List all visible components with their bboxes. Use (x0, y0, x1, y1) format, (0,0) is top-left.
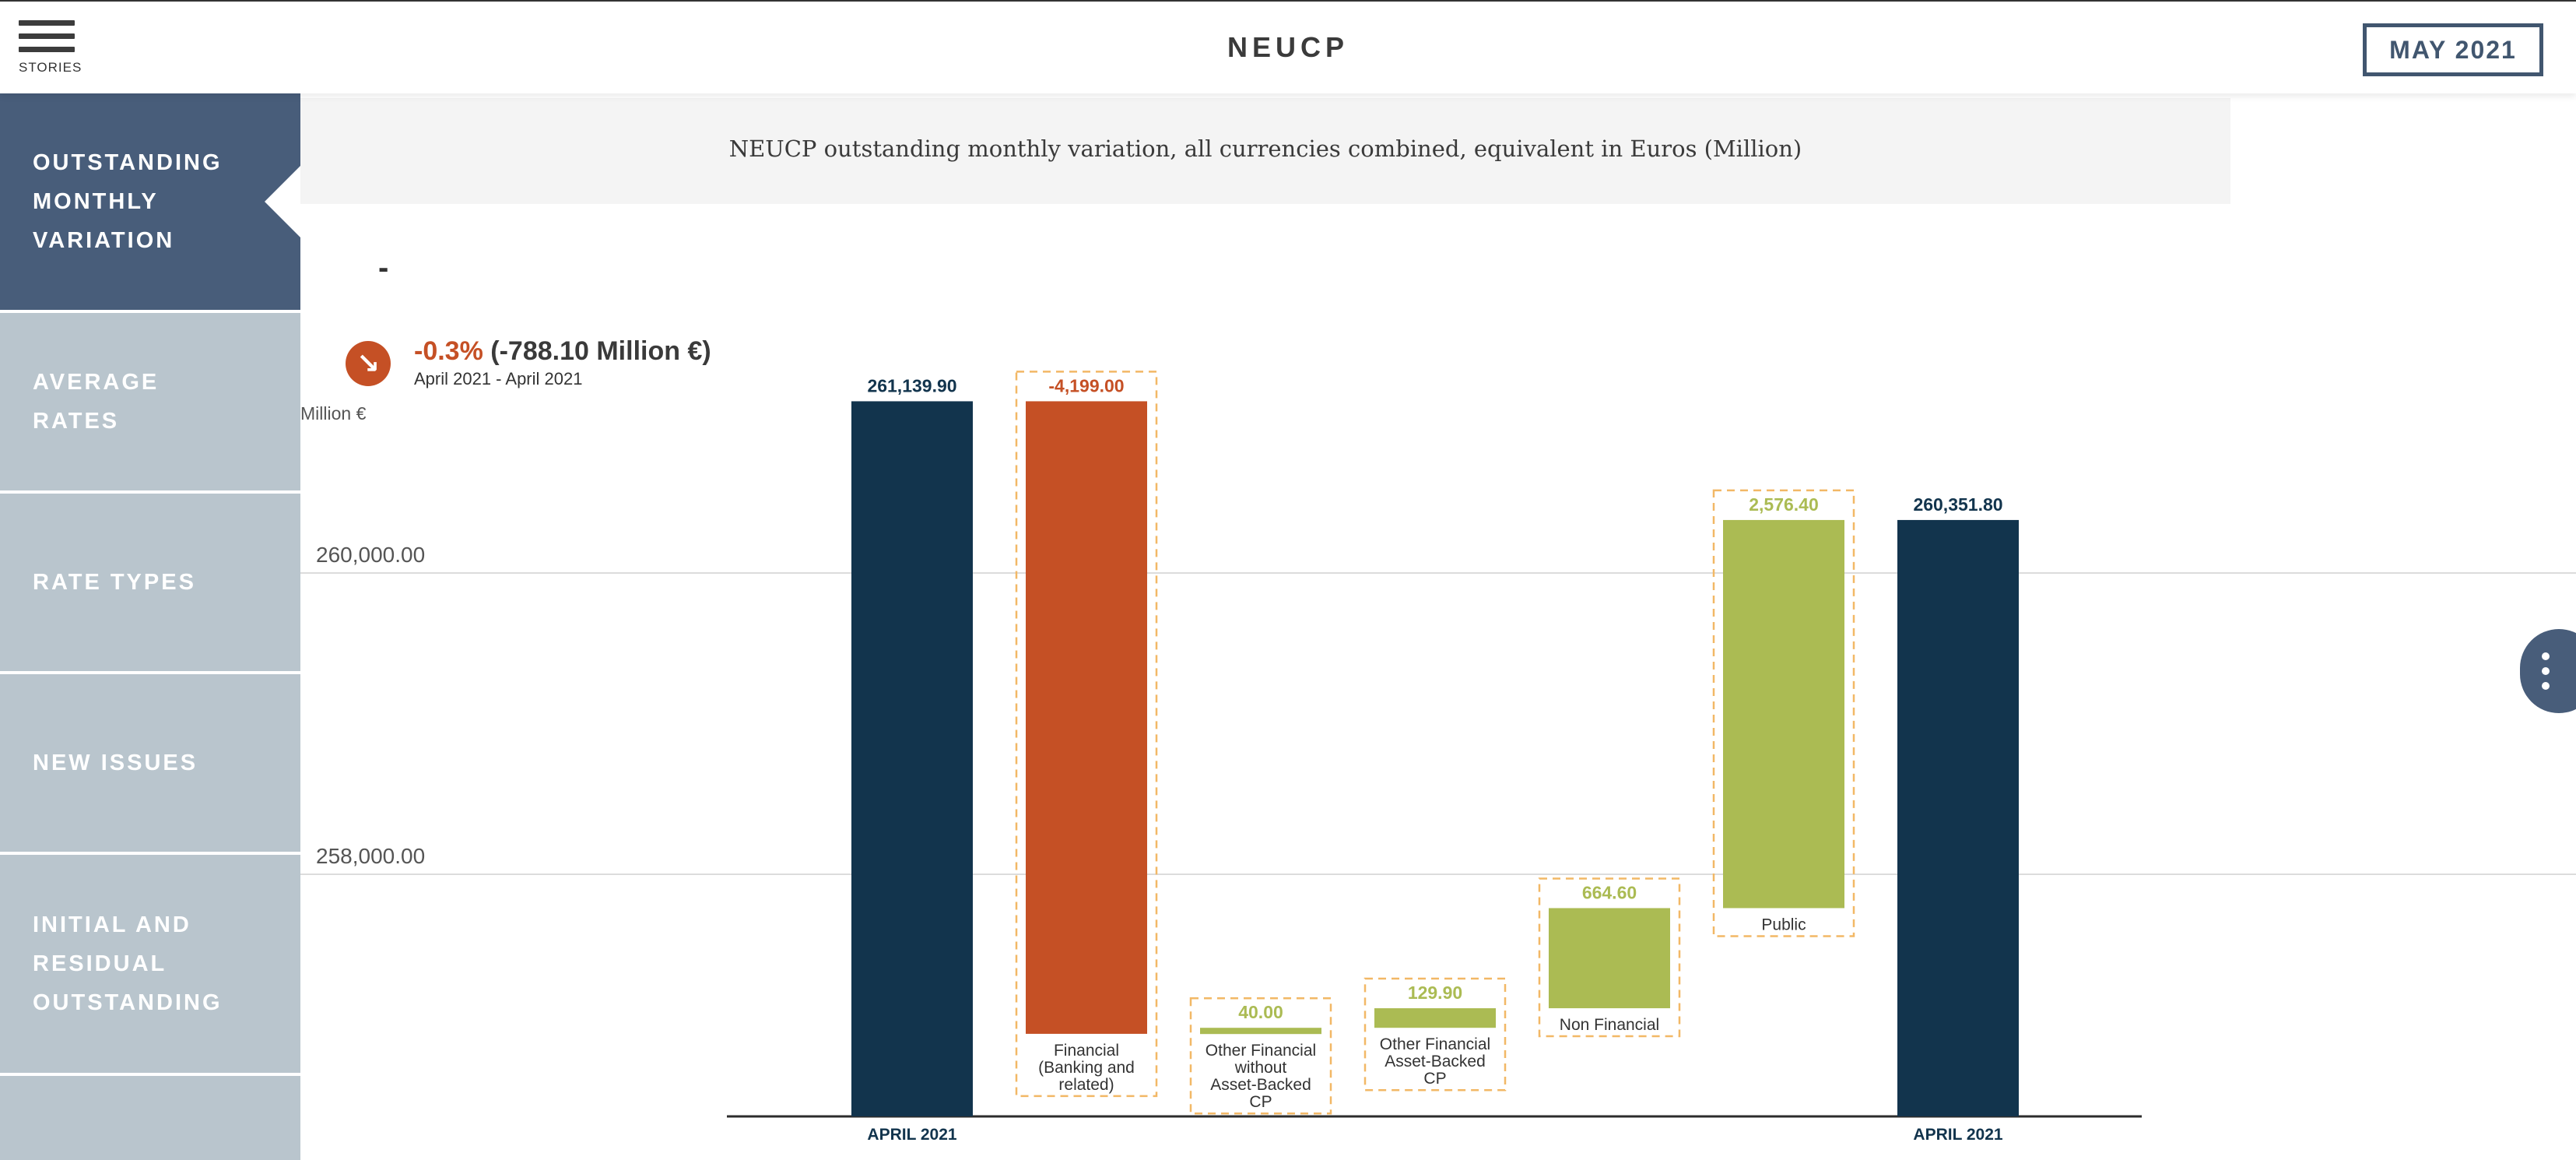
sidebar-item-new-issues[interactable]: NEW ISSUES (0, 674, 300, 855)
sidebar-item-initial-and-residual-outstanding[interactable]: INITIAL AND RESIDUAL OUTSTANDING (0, 855, 300, 1076)
sidebar-item-more[interactable] (0, 1076, 300, 1160)
bar-highlight-frame (1712, 489, 1855, 937)
x-category-label: Other Financial without Asset-Backed CP (1206, 1042, 1316, 1111)
sidebar-item-label: NEW ISSUES (33, 750, 198, 775)
variation-amount: (-788.10 Million €) (490, 336, 711, 366)
y-tick-label: 258,000.00 (316, 844, 425, 868)
sidebar-item-label: OUTSTANDING MONTHLY VARIATION (33, 150, 223, 253)
sidebar-item-label: INITIAL AND RESIDUAL OUTSTANDING (33, 912, 223, 1015)
bar (1200, 1028, 1321, 1035)
period-selector-button[interactable]: MAY 2021 (2363, 23, 2543, 76)
sidebar-item-label: AVERAGE RATES (33, 370, 160, 434)
filter-placeholder-dash: - (378, 251, 389, 285)
x-category-label-line: (Banking and (1038, 1059, 1135, 1077)
x-category-label-line: CP (1423, 1070, 1446, 1088)
y-tick-label: 260,000.00 (316, 543, 425, 567)
variation-period: April 2021 - April 2021 (414, 369, 583, 388)
bar-highlight-frame (1538, 877, 1681, 1038)
bar-value-label: 129.90 (1408, 982, 1462, 1003)
bar-value-label: -4,199.00 (1048, 375, 1124, 395)
bar (1026, 401, 1147, 1034)
sidebar-item-label: RATE TYPES (33, 570, 196, 595)
options-menu-button[interactable] (2520, 629, 2576, 713)
stories-label: STORIES (19, 60, 82, 75)
x-category-label-line: Financial (1054, 1042, 1119, 1060)
bar-value-label: 261,139.90 (867, 375, 956, 395)
variation-percent: -0.3% (414, 336, 483, 366)
hamburger-icon (19, 33, 75, 39)
hamburger-icon (19, 20, 75, 26)
x-category-label-line: Asset-Backed (1210, 1076, 1311, 1094)
app-title: NEUCP (1227, 31, 1349, 63)
sidebar: OUTSTANDING MONTHLY VARIATION AVERAGE RA… (0, 93, 300, 1160)
sidebar-item-outstanding-monthly-variation[interactable]: OUTSTANDING MONTHLY VARIATION (0, 93, 300, 313)
x-category-label-line: Other Financial (1206, 1042, 1316, 1060)
variation-summary: -0.3% (-788.10 Million €) (414, 336, 711, 367)
x-category-label-line: Other Financial (1380, 1035, 1490, 1053)
bar-highlight-frame (1189, 997, 1332, 1115)
chart-subtitle: NEUCP outstanding monthly variation, all… (300, 98, 2230, 204)
bar (1723, 519, 1844, 909)
x-category-label-line: CP (1249, 1093, 1272, 1111)
bar (1549, 908, 1670, 1009)
bar-highlight-frame (1015, 371, 1158, 1098)
bar-value-label: 664.60 (1582, 882, 1637, 902)
bar-highlight-frame (1363, 977, 1507, 1091)
bar (1374, 1008, 1496, 1028)
x-category-label: Non Financial (1560, 1016, 1659, 1034)
x-category-label-line: without (1234, 1059, 1287, 1077)
bar-value-label: 260,351.80 (1913, 494, 2002, 515)
x-category-label: Other Financial Asset-Backed CP (1380, 1035, 1490, 1088)
x-category-label: Financial (Banking and related) (1038, 1042, 1135, 1094)
stories-menu-button[interactable]: STORIES (19, 20, 82, 78)
bar (851, 401, 973, 1116)
sidebar-item-rate-types[interactable]: RATE TYPES (0, 494, 300, 674)
app-header: STORIES NEUCP MAY 2021 (0, 0, 2576, 93)
hamburger-icon (19, 47, 75, 52)
bar-value-label: 40.00 (1238, 1002, 1283, 1022)
x-category-label: Public (1761, 916, 1806, 933)
kebab-icon (2542, 652, 2550, 660)
kebab-icon (2542, 682, 2550, 690)
x-category-label-line: Non Financial (1560, 1016, 1659, 1034)
y-axis-unit-label: Million € (300, 403, 367, 424)
bar (1897, 519, 2019, 1116)
x-category-label-line: Asset-Backed (1385, 1053, 1486, 1070)
arrow-down-right-icon: ↘ (346, 341, 391, 386)
kebab-icon (2542, 667, 2550, 675)
x-category-label: APRIL 2021 (867, 1126, 956, 1144)
x-category-label: APRIL 2021 (1913, 1126, 2002, 1144)
bar-value-label: 2,576.40 (1749, 494, 1819, 515)
x-category-label-line: Public (1761, 916, 1806, 933)
sidebar-item-average-rates[interactable]: AVERAGE RATES (0, 313, 300, 494)
x-category-label-line: related) (1058, 1076, 1114, 1094)
